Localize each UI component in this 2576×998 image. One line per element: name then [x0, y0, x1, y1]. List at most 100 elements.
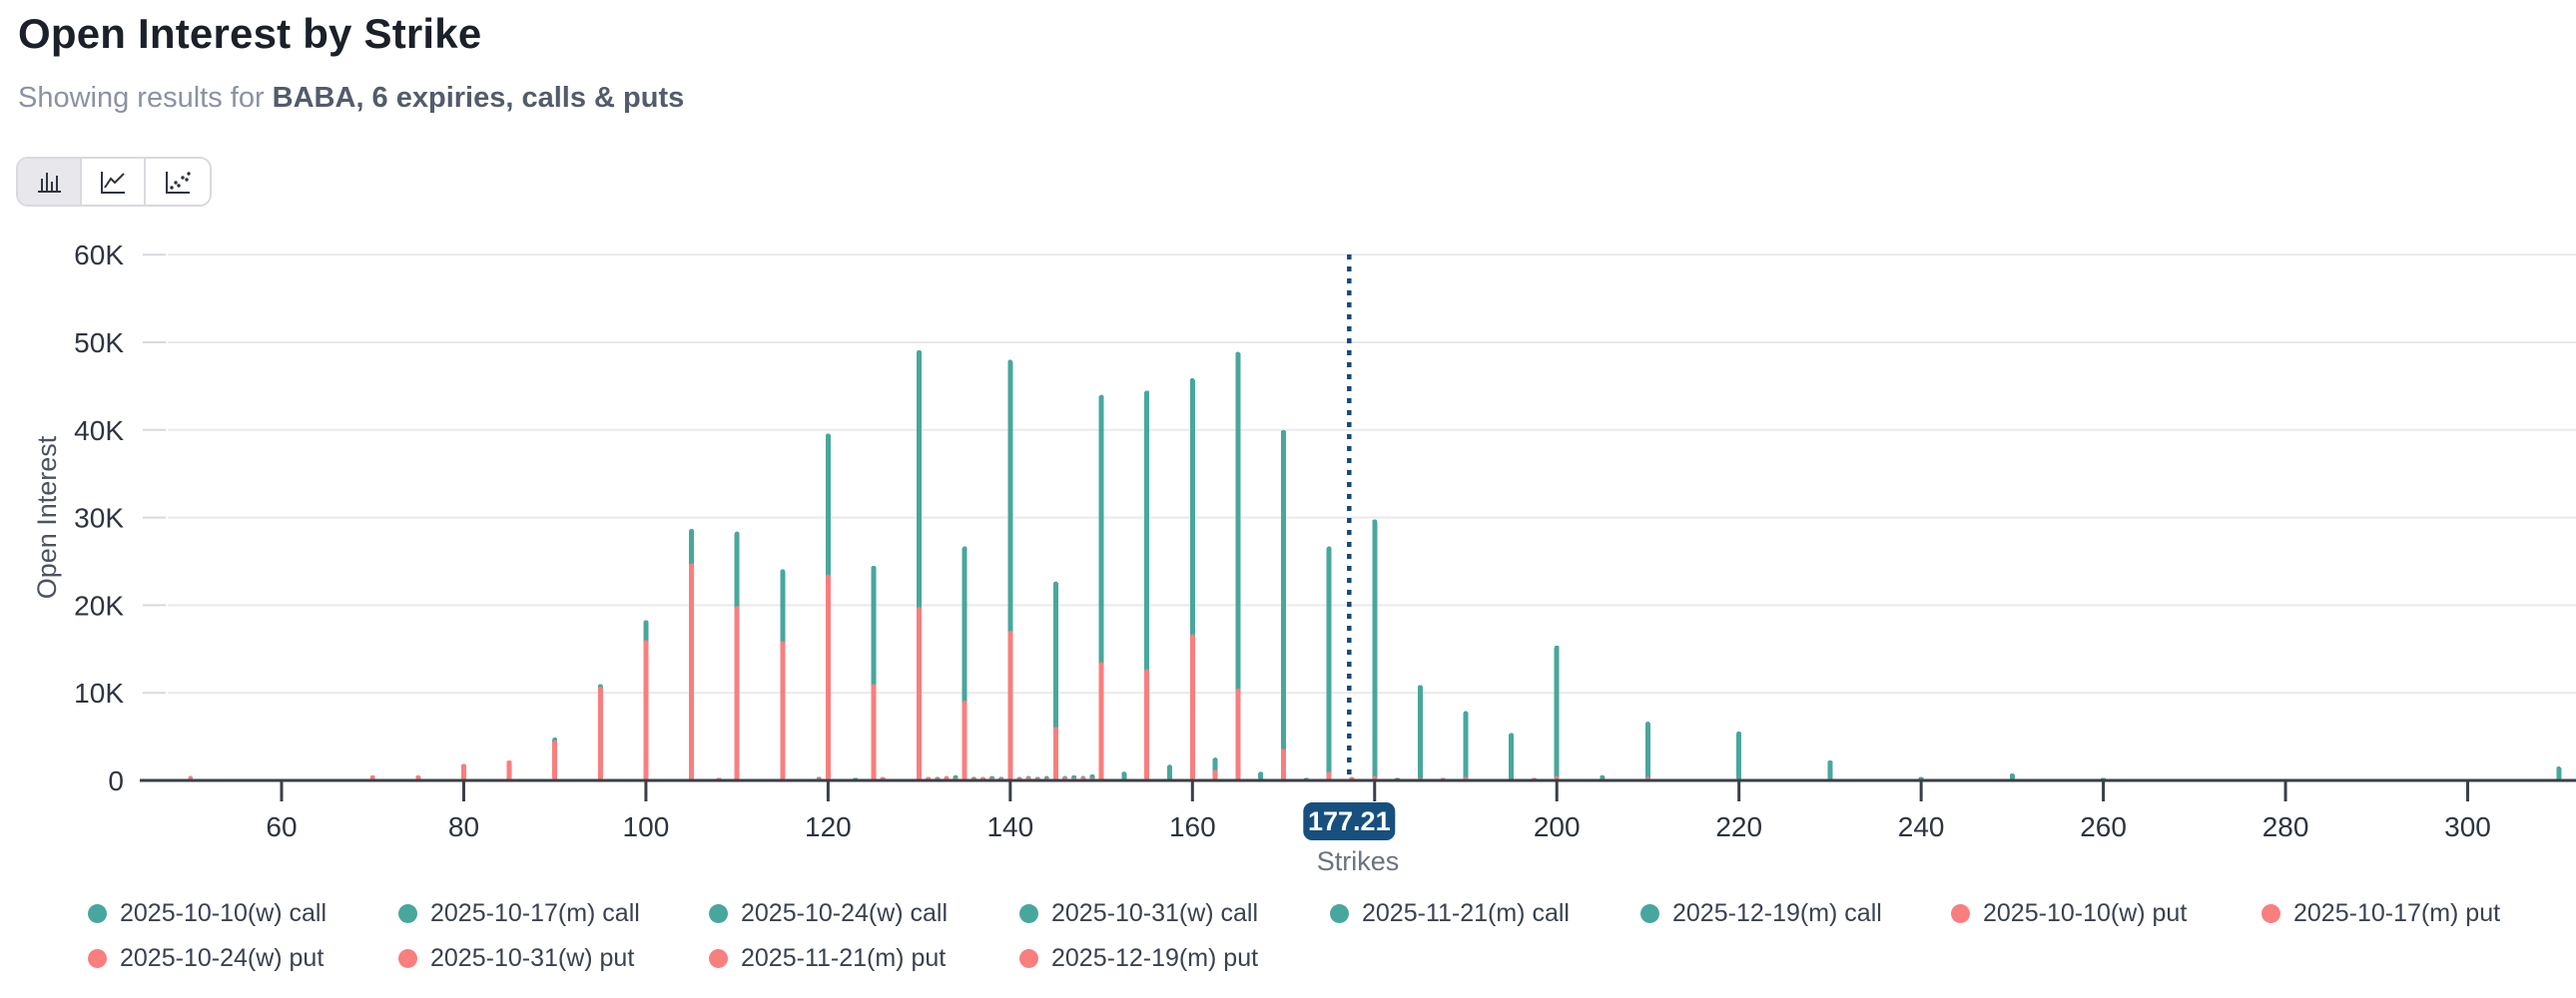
chart-legend: 2025-10-10(w) call 2025-10-17(m) call 2025… — [88, 898, 2572, 973]
legend-item-label: 2025-10-10(w) call — [120, 898, 327, 927]
put-bar-90[interactable] — [552, 740, 558, 780]
put-bar-175[interactable] — [1326, 771, 1332, 780]
call-bar-152.5[interactable] — [1121, 771, 1127, 780]
call-bar-175[interactable] — [1326, 546, 1332, 780]
x-tick-label-220: 220 — [1715, 811, 1762, 842]
put-series-dot-icon — [2261, 903, 2280, 923]
put-bar-85[interactable] — [506, 759, 512, 780]
put-bar-165[interactable] — [1235, 688, 1241, 780]
call-bar-190[interactable] — [1463, 711, 1469, 780]
put-series-dot-icon — [1951, 903, 1970, 923]
y-tick-label-20K: 20K — [74, 590, 124, 621]
legend-item-label: 2025-10-31(w) call — [1051, 898, 1259, 927]
page-title: Open Interest by Strike — [18, 10, 482, 57]
y-tick-label-40K: 40K — [74, 415, 124, 446]
call-series-dot-icon — [88, 903, 107, 923]
subtitle: Showing results for BABA, 6 expiries, ca… — [18, 82, 684, 115]
scatter-chart-type-button[interactable] — [146, 159, 210, 205]
bar-chart-icon — [38, 173, 61, 193]
legend-item-label: 2025-12-19(m) call — [1672, 898, 1882, 927]
legend-item-2025-10-17-m-call[interactable]: 2025-10-17(m) call — [398, 898, 709, 928]
call-bar-195[interactable] — [1509, 733, 1515, 780]
bars-layer — [188, 349, 2562, 780]
call-bar-165[interactable] — [1235, 351, 1241, 780]
put-bar-95[interactable] — [597, 687, 603, 780]
x-tick-label-160: 160 — [1169, 811, 1216, 842]
x-tick-label-280: 280 — [2262, 811, 2309, 842]
legend-item-2025-11-21-m-call[interactable]: 2025-11-21(m) call — [1330, 898, 1640, 928]
legend-item-2025-12-19-m-call[interactable]: 2025-12-19(m) call — [1640, 898, 1951, 928]
y-tick-label-0: 0 — [108, 765, 124, 796]
x-tick-label-60: 60 — [266, 811, 297, 842]
x-tick-label-200: 200 — [1534, 811, 1581, 842]
put-bar-110[interactable] — [734, 606, 740, 780]
put-bar-150[interactable] — [1098, 662, 1104, 780]
x-tick-label-120: 120 — [805, 811, 852, 842]
call-bar-170[interactable] — [1281, 429, 1287, 780]
x-axis-title: Strikes — [1317, 846, 1400, 876]
put-bar-105[interactable] — [689, 563, 695, 780]
x-tick-label-140: 140 — [986, 811, 1033, 842]
call-bar-230[interactable] — [1827, 759, 1833, 780]
legend-item-2025-10-10-w-put[interactable]: 2025-10-10(w) put — [1951, 898, 2261, 928]
put-bar-115[interactable] — [780, 641, 786, 780]
put-bar-125[interactable] — [871, 684, 877, 780]
x-tick-label-240: 240 — [1898, 811, 1945, 842]
call-bar-310[interactable] — [2556, 765, 2562, 780]
call-bar-167.5[interactable] — [1258, 771, 1264, 780]
put-bar-130[interactable] — [917, 607, 923, 780]
y-tick-label-30K: 30K — [74, 503, 124, 534]
x-tick-label-300: 300 — [2444, 811, 2491, 842]
put-bar-80[interactable] — [460, 763, 466, 780]
chart-type-switcher — [16, 157, 212, 207]
put-bar-155[interactable] — [1144, 669, 1150, 780]
put-bar-100[interactable] — [643, 640, 649, 780]
legend-item-2025-10-17-m-put[interactable]: 2025-10-17(m) put — [2261, 898, 2572, 928]
put-series-dot-icon — [1019, 948, 1038, 968]
call-bar-210[interactable] — [1644, 722, 1650, 780]
put-bar-140[interactable] — [1007, 630, 1013, 780]
line-chart-icon — [101, 172, 125, 194]
put-bar-145[interactable] — [1052, 727, 1058, 780]
call-bar-250[interactable] — [2009, 772, 2015, 780]
y-axis-title: Open Interest — [32, 435, 62, 599]
call-bar-220[interactable] — [1736, 731, 1742, 780]
legend-item-label: 2025-11-21(m) call — [1362, 898, 1570, 927]
legend-item-2025-12-19-m-put[interactable]: 2025-12-19(m) put — [1019, 943, 1330, 973]
legend-item-label: 2025-12-19(m) put — [1051, 943, 1259, 972]
current-price-badge — [1303, 802, 1396, 840]
subtitle-prefix: Showing results for — [18, 82, 273, 114]
call-series-dot-icon — [709, 903, 728, 923]
legend-item-2025-10-31-w-call[interactable]: 2025-10-31(w) call — [1019, 898, 1330, 928]
legend-item-2025-10-24-w-call[interactable]: 2025-10-24(w) call — [709, 898, 1019, 928]
put-bar-160[interactable] — [1189, 634, 1195, 780]
call-bar-180[interactable] — [1372, 519, 1378, 780]
put-bar-170[interactable] — [1281, 748, 1287, 780]
call-series-dot-icon — [1330, 903, 1349, 923]
y-tick-label-10K: 10K — [74, 678, 124, 709]
legend-item-label: 2025-10-24(w) call — [741, 898, 949, 927]
current-price-badge-label: 177.21 — [1308, 806, 1391, 836]
legend-item-2025-10-24-w-put[interactable]: 2025-10-24(w) put — [88, 943, 398, 973]
call-bar-185[interactable] — [1417, 685, 1423, 780]
x-tick-label-80: 80 — [448, 811, 479, 842]
call-series-dot-icon — [398, 903, 417, 923]
legend-item-label: 2025-11-21(m) put — [741, 943, 947, 972]
legend-item-2025-11-21-m-put[interactable]: 2025-11-21(m) put — [709, 943, 1019, 973]
put-series-dot-icon — [709, 948, 728, 968]
call-bar-157.5[interactable] — [1166, 764, 1172, 780]
legend-item-label: 2025-10-31(w) put — [430, 943, 635, 972]
call-bar-200[interactable] — [1554, 645, 1560, 780]
put-bar-135[interactable] — [962, 701, 967, 780]
legend-item-label: 2025-10-17(m) call — [430, 898, 640, 927]
scatter-chart-icon — [166, 172, 191, 194]
legend-item-2025-10-31-w-put[interactable]: 2025-10-31(w) put — [398, 943, 709, 973]
legend-item-label: 2025-10-17(m) put — [2293, 898, 2501, 927]
line-chart-type-button[interactable] — [82, 159, 146, 205]
legend-item-2025-10-10-w-call[interactable]: 2025-10-10(w) call — [88, 898, 398, 928]
put-bar-162.5[interactable] — [1212, 769, 1218, 780]
bar-chart-type-button[interactable] — [18, 159, 82, 205]
put-bar-120[interactable] — [825, 574, 831, 780]
